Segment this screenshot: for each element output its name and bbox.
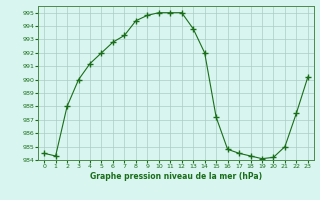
X-axis label: Graphe pression niveau de la mer (hPa): Graphe pression niveau de la mer (hPa)	[90, 172, 262, 181]
